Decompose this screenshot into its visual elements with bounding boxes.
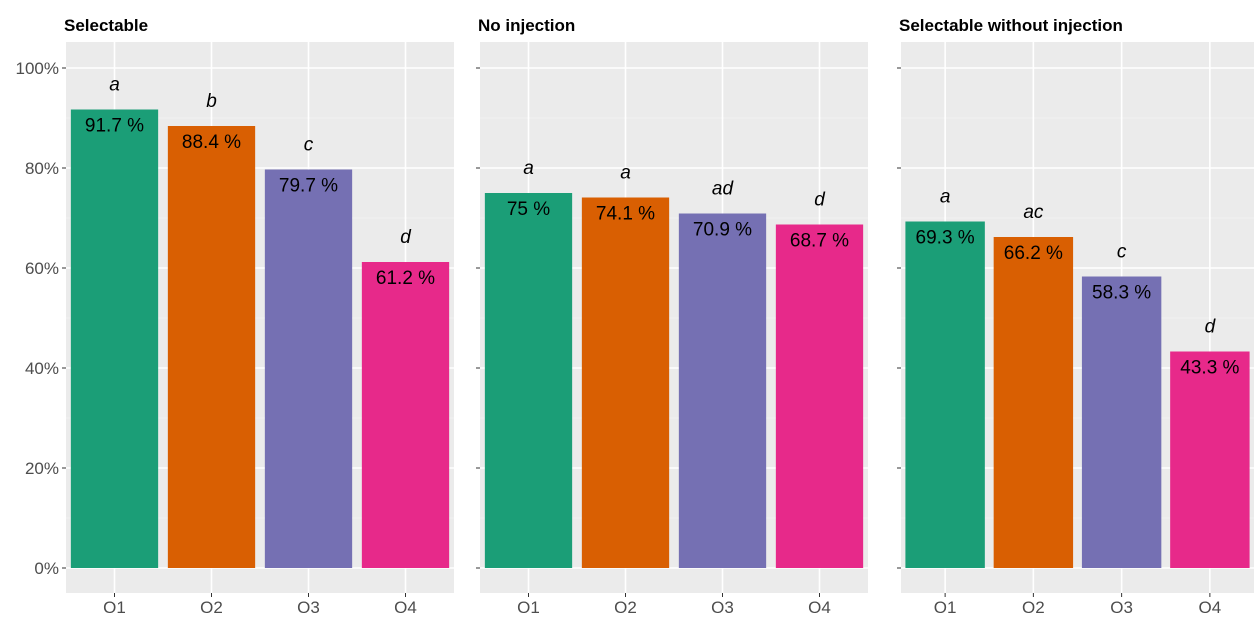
bar-value-label: 74.1 %: [596, 204, 655, 225]
x-tick-label: Q3: [1110, 598, 1133, 613]
bar-q2: [167, 126, 256, 568]
y-tick-label: 0%: [34, 559, 59, 578]
bar-value-label: 58.3 %: [1092, 283, 1151, 304]
panel-title: No injection: [478, 16, 575, 35]
significance-letter: ac: [1023, 202, 1044, 223]
bar-q3: [678, 213, 767, 568]
y-tick-label: 60%: [25, 259, 59, 278]
bar-q3: [1081, 276, 1162, 568]
significance-letter: a: [523, 158, 534, 179]
bar-q4: [1170, 351, 1250, 568]
x-tick-label: Q1: [934, 598, 957, 613]
significance-letter: a: [109, 75, 120, 96]
x-tick-label: Q4: [394, 598, 417, 613]
bar-q1: [905, 221, 985, 568]
y-tick-label: 100%: [16, 59, 59, 78]
bar-value-label: 68.7 %: [790, 231, 849, 252]
bar-value-label: 88.4 %: [182, 132, 241, 153]
x-tick-label: Q4: [808, 598, 831, 613]
significance-letter: b: [206, 91, 217, 112]
bar-q1: [484, 193, 573, 568]
significance-letter: c: [1117, 242, 1127, 263]
bar-value-label: 91.7 %: [85, 116, 144, 137]
significance-letter: d: [400, 227, 412, 248]
bar-q2: [581, 197, 670, 568]
significance-letter: ad: [712, 179, 735, 200]
panel-title: Selectable: [64, 16, 148, 35]
panel-title: Selectable without injection: [899, 16, 1123, 35]
y-tick-label: 80%: [25, 159, 59, 178]
y-tick-label: 20%: [25, 459, 59, 478]
bar-value-label: 66.2 %: [1004, 243, 1063, 264]
significance-letter: d: [1205, 317, 1217, 338]
significance-letter: a: [940, 187, 951, 208]
x-tick-label: Q1: [103, 598, 126, 613]
x-tick-label: Q1: [517, 598, 540, 613]
y-tick-label: 40%: [25, 359, 59, 378]
bar-value-label: 79.7 %: [279, 176, 338, 197]
bar-q4: [775, 224, 864, 568]
x-tick-label: Q3: [297, 598, 320, 613]
x-tick-label: Q4: [1199, 598, 1222, 613]
bar-value-label: 43.3 %: [1180, 358, 1239, 379]
bar-q3: [264, 169, 353, 568]
bar-value-label: 70.9 %: [693, 220, 752, 241]
x-tick-label: Q2: [1022, 598, 1045, 613]
significance-letter: d: [814, 190, 826, 211]
x-tick-label: Q2: [614, 598, 637, 613]
bar-q2: [993, 237, 1074, 568]
x-tick-label: Q3: [711, 598, 734, 613]
bar-value-label: 69.3 %: [916, 228, 975, 249]
bar-value-label: 75 %: [507, 199, 550, 220]
bar-q4: [361, 262, 450, 568]
bar-value-label: 61.2 %: [376, 268, 435, 289]
bar-q1: [70, 109, 159, 568]
x-tick-label: Q2: [200, 598, 223, 613]
significance-letter: c: [304, 135, 314, 156]
significance-letter: a: [620, 163, 631, 184]
